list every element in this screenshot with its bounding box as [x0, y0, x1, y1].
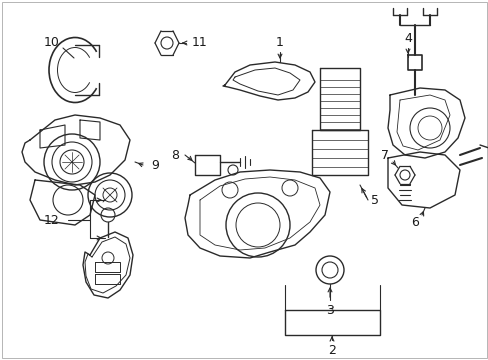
- Text: 3: 3: [325, 303, 333, 316]
- Text: 5: 5: [370, 194, 378, 207]
- Text: 1: 1: [276, 36, 284, 49]
- Text: 6: 6: [410, 216, 418, 229]
- Text: 12: 12: [44, 213, 60, 226]
- Text: 8: 8: [171, 149, 179, 162]
- Text: 11: 11: [192, 36, 207, 49]
- Text: 9: 9: [151, 158, 159, 171]
- Text: 7: 7: [380, 149, 388, 162]
- Text: 4: 4: [403, 32, 411, 45]
- Text: 2: 2: [327, 343, 335, 356]
- Text: 10: 10: [44, 36, 60, 49]
